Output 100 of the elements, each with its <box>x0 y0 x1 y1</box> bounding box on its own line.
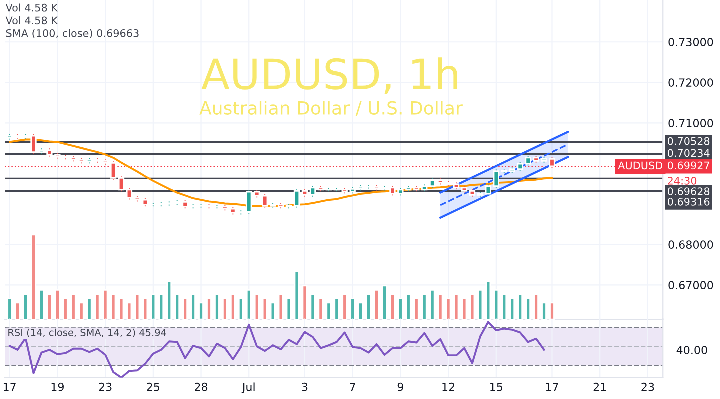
ref-line-label: 0.70528 <box>668 137 710 146</box>
bar <box>550 302 555 320</box>
bar <box>190 294 196 320</box>
text: 40.00 <box>676 346 708 355</box>
ref-line-label: 0.69628 <box>668 188 710 196</box>
candlestick <box>485 184 492 196</box>
x-tick-label: 7 <box>350 383 356 392</box>
bar <box>54 290 60 320</box>
bar <box>230 294 236 320</box>
bar <box>142 298 148 320</box>
bar <box>47 294 52 320</box>
x-tick-label: Jul <box>242 382 255 394</box>
bar <box>478 290 484 320</box>
bar <box>39 290 44 320</box>
bar <box>126 302 132 320</box>
bar <box>86 298 92 320</box>
bar <box>110 294 116 320</box>
bar <box>366 294 372 320</box>
bar <box>326 302 332 320</box>
bar <box>358 302 364 320</box>
x-tick-label: 12 <box>442 382 454 392</box>
bar <box>15 302 20 320</box>
candlestick <box>118 176 125 192</box>
bar <box>486 281 492 320</box>
bar <box>350 298 356 320</box>
x-tick-label: 19 <box>52 382 64 392</box>
bar <box>342 294 348 320</box>
candlestick <box>246 190 252 214</box>
x-tick-label: 9 <box>398 382 404 392</box>
bar <box>270 302 276 320</box>
y-tick-label: 0.72000 <box>668 78 714 88</box>
candlestick <box>110 161 117 180</box>
x-tick-label: 28 <box>195 382 208 392</box>
text: 24:30 <box>668 177 697 185</box>
bar <box>182 298 188 320</box>
bar <box>78 302 84 320</box>
bar <box>198 302 204 320</box>
line-series <box>8 138 554 208</box>
annotation: RSI (14, close, SMA, 14, 2) 45.94 <box>8 328 166 338</box>
bar <box>278 294 284 320</box>
annotation: SMA (100, close) 0.69663 <box>6 29 139 39</box>
annotation: AUDUSD <box>618 162 663 170</box>
x-tick-label: 3 <box>302 382 308 392</box>
x-tick-label: 23 <box>642 382 654 392</box>
bar <box>222 298 228 320</box>
bar <box>206 298 212 320</box>
y-tick-label: 0.73000 <box>668 38 714 47</box>
bar <box>150 294 156 320</box>
candlestick <box>430 178 436 188</box>
bar <box>446 298 452 320</box>
x-tick-label: 15 <box>490 383 503 392</box>
bar <box>62 298 68 320</box>
x-tick-label: 23 <box>99 382 112 392</box>
bar <box>534 294 539 320</box>
bar <box>382 285 388 320</box>
candlestick <box>310 186 316 198</box>
ref-line-label: 0.70234 <box>668 149 710 158</box>
candlestick <box>493 169 500 188</box>
bar <box>310 294 316 320</box>
candlestick <box>294 189 300 208</box>
bar <box>302 285 308 320</box>
bar <box>246 290 252 320</box>
bar <box>510 298 516 320</box>
bar <box>438 294 444 320</box>
bar <box>430 290 436 320</box>
x-tick-label: 25 <box>147 382 160 392</box>
bar <box>214 294 220 320</box>
x-tick-label: 17 <box>4 383 16 392</box>
ref-line-label: 0.69927 <box>668 162 710 170</box>
candlestick <box>126 188 133 200</box>
bar <box>23 294 28 320</box>
bar <box>134 294 140 320</box>
text: Australian Dollar / U.S. Dollar <box>200 100 463 116</box>
bar <box>238 298 244 320</box>
bar <box>414 298 420 320</box>
bar <box>390 294 396 320</box>
bar <box>406 294 412 320</box>
bar <box>102 290 108 320</box>
x-tick-label: 21 <box>594 382 606 392</box>
bar <box>374 290 380 320</box>
bar <box>7 298 13 320</box>
bar <box>118 298 124 320</box>
bar <box>286 298 292 320</box>
legend-label: 0.69316 <box>668 198 710 206</box>
bar <box>31 234 36 320</box>
bar <box>502 294 508 320</box>
y-tick-label: 0.67000 <box>668 281 714 290</box>
bar <box>494 290 500 320</box>
bar <box>174 294 180 320</box>
bar <box>454 294 460 320</box>
bar <box>166 281 172 320</box>
bar <box>422 294 428 320</box>
bar <box>70 294 76 320</box>
bar <box>542 302 547 320</box>
bar <box>526 298 531 320</box>
y-tick-label: 0.71000 <box>668 119 714 128</box>
bar <box>334 298 340 320</box>
bar <box>158 294 164 320</box>
y-tick-label: 0.68000 <box>668 240 714 250</box>
bar <box>94 294 100 320</box>
